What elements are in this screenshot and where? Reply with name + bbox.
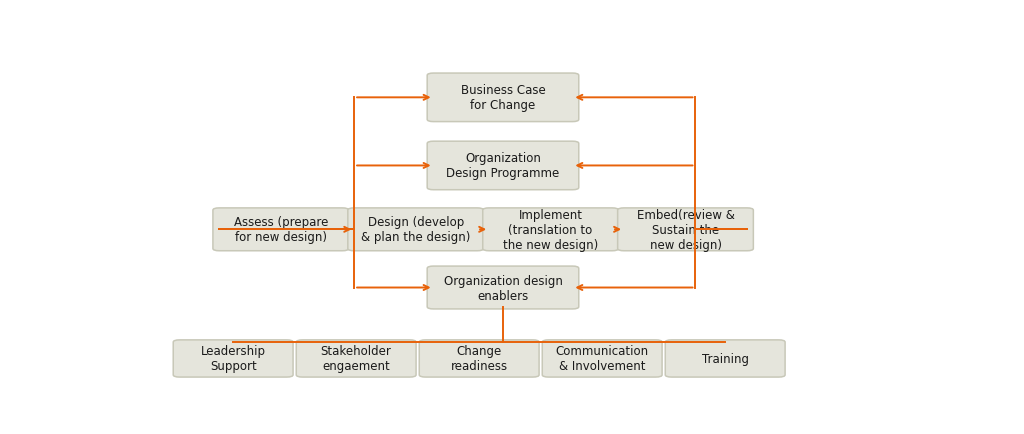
Text: Design (develop
& plan the design): Design (develop & plan the design) (361, 216, 470, 244)
FancyBboxPatch shape (543, 340, 663, 377)
FancyBboxPatch shape (427, 74, 579, 122)
FancyBboxPatch shape (348, 208, 483, 251)
FancyBboxPatch shape (617, 208, 754, 251)
Text: Embed(review &
Sustain the
new design): Embed(review & Sustain the new design) (637, 208, 734, 251)
Text: Training: Training (701, 352, 749, 365)
Text: Leadership
Support: Leadership Support (201, 345, 265, 373)
Text: Business Case
for Change: Business Case for Change (461, 84, 546, 112)
Text: Communication
& Involvement: Communication & Involvement (556, 345, 649, 373)
FancyBboxPatch shape (427, 142, 579, 190)
Text: Implement
(translation to
the new design): Implement (translation to the new design… (503, 208, 598, 251)
Text: Stakeholder
engaement: Stakeholder engaement (321, 345, 391, 373)
FancyBboxPatch shape (427, 266, 579, 309)
FancyBboxPatch shape (173, 340, 293, 377)
FancyBboxPatch shape (296, 340, 416, 377)
Text: Assess (prepare
for new design): Assess (prepare for new design) (233, 216, 328, 244)
FancyBboxPatch shape (666, 340, 785, 377)
Text: Change
readiness: Change readiness (451, 345, 508, 373)
Text: Organization
Design Programme: Organization Design Programme (446, 152, 559, 180)
FancyBboxPatch shape (419, 340, 539, 377)
FancyBboxPatch shape (213, 208, 348, 251)
Text: Organization design
enablers: Organization design enablers (443, 274, 562, 302)
FancyBboxPatch shape (482, 208, 618, 251)
